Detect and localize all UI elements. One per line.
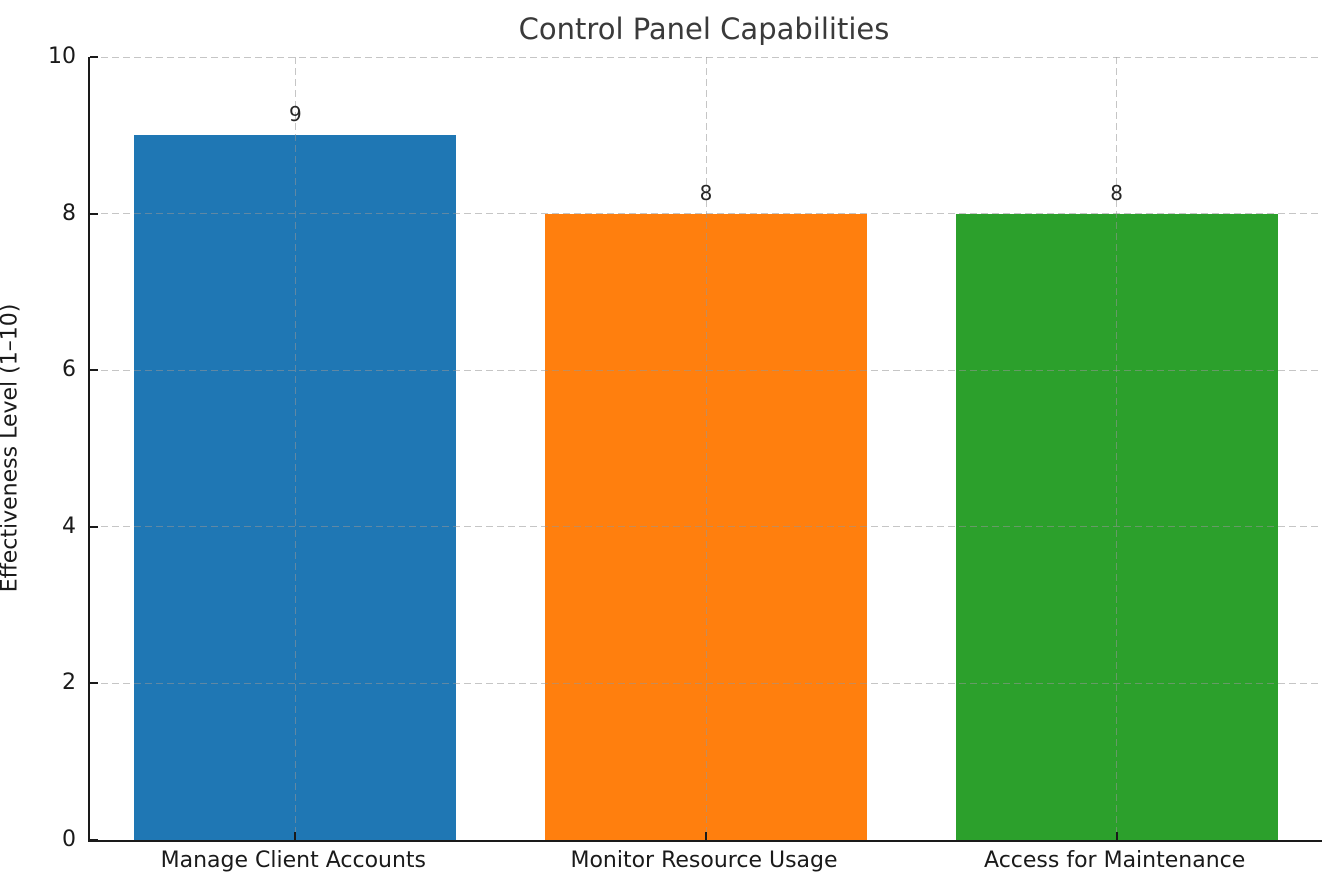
chart-title: Control Panel Capabilities [518,12,890,46]
y-tick-label: 10 [48,44,76,69]
x-tick-label: Monitor Resource Usage [570,848,838,873]
x-tick-mark [294,832,297,840]
bar-value-label: 9 [288,102,302,127]
x-tick-mark [705,832,707,840]
plot-area: 9 8 8 [88,56,1322,842]
y-tick-label: 6 [62,357,76,383]
bar-value-label: 8 [1110,180,1124,205]
y-tick-mark [90,56,98,58]
x-tick-label: Manage Client Accounts [160,848,427,873]
y-tick-label: 2 [62,670,76,696]
y-tick-mark [90,212,98,215]
x-tick-mark [1115,832,1118,840]
y-tick-mark [90,682,98,685]
bar-value-label: 8 [699,180,713,205]
y-tick-label: 4 [62,513,76,539]
y-tick-label: 8 [62,200,76,226]
x-tick-label: Access for Maintenance [984,848,1246,873]
v-gridline [1116,57,1118,840]
y-tick-mark [90,525,98,528]
y-tick-label: 0 [62,827,76,852]
v-gridline [705,57,707,840]
v-gridline [294,57,296,840]
y-tick-mark [90,839,98,841]
y-axis-label: Effectiveness Level (1–10) [0,303,23,593]
y-tick-mark [90,369,98,372]
